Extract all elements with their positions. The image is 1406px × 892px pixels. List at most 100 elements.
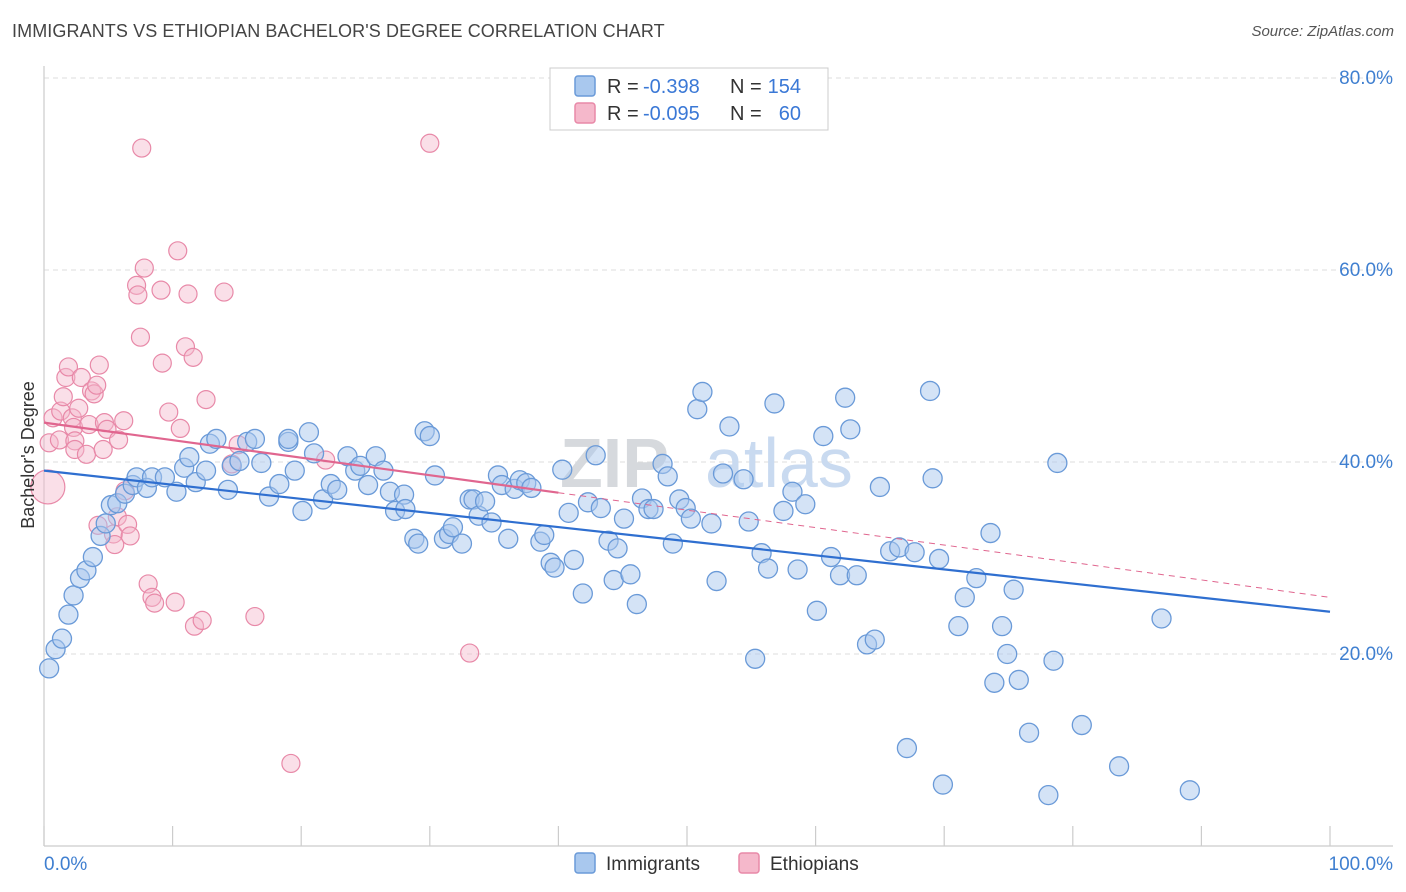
source-label: Source: ZipAtlas.com (1251, 23, 1394, 40)
immigrants-point (1008, 669, 1029, 691)
immigrants-point (229, 450, 250, 472)
immigrants-point (154, 467, 176, 488)
immigrants-point (706, 570, 727, 592)
legend-n-value: 154 (768, 76, 801, 98)
bottom-legend: Immigrants Ethiopians (574, 852, 859, 875)
immigrants-point (782, 481, 803, 502)
immigrants-point (813, 425, 834, 447)
immigrants-point (701, 513, 722, 534)
immigrants-point (922, 468, 943, 489)
y-tick-label: 80.0% (1339, 68, 1393, 89)
ethiopians-point (71, 367, 91, 388)
legend: R = -0.398 N = 154 R = -0.095 N = 60 (549, 67, 829, 131)
immigrants-point (474, 491, 496, 512)
immigrants-point (864, 629, 885, 650)
ethiopians-point (49, 430, 70, 450)
immigrants-point (244, 428, 266, 450)
ethiopians-point (58, 357, 79, 377)
immigrants-point (1071, 714, 1092, 736)
watermark-zip: ZIP (560, 424, 669, 502)
immigrants-points (38, 380, 1200, 806)
immigrants-point (919, 380, 941, 402)
ethiopians-point (214, 282, 234, 302)
immigrants-point (1043, 650, 1064, 671)
y-tick-label: 40.0% (1339, 452, 1393, 473)
immigrants-point (1038, 784, 1059, 806)
ethiopians-point (168, 241, 188, 261)
immigrants-point (481, 512, 502, 533)
legend-swatch-immigrants (574, 75, 596, 97)
immigrants-point (980, 522, 1001, 544)
immigrants-point (662, 533, 684, 554)
immigrants-point (687, 399, 708, 420)
y-tick-labels: 20.0% 40.0% 60.0% 80.0% (1339, 68, 1393, 665)
legend-n-label: N = (730, 76, 762, 98)
immigrants-point (869, 476, 891, 498)
immigrants-point (51, 628, 73, 649)
ethiopians-point (130, 327, 151, 347)
immigrants-point (787, 559, 808, 580)
ethiopians-point (87, 375, 107, 395)
immigrants-point (795, 494, 816, 515)
ethiopians-trendline (43, 421, 559, 494)
immigrants-point (764, 393, 785, 414)
ethiopians-point (120, 526, 140, 546)
immigrants-point (327, 479, 348, 500)
legend-r-value: -0.095 (643, 103, 700, 125)
immigrants-point (82, 546, 104, 568)
immigrants-point (997, 643, 1018, 665)
ethiopians-point (196, 390, 216, 410)
immigrants-point (166, 481, 187, 502)
ethiopians-point (53, 387, 73, 407)
ethiopians-point (108, 430, 129, 450)
immigrants-point (657, 466, 678, 487)
immigrants-point (552, 459, 573, 480)
immigrants-point (544, 557, 565, 578)
ethiopians-point (152, 353, 172, 373)
ethiopians-point (420, 133, 440, 153)
immigrants-point (585, 445, 606, 466)
immigrants-point (590, 497, 611, 519)
ethiopians-point (114, 411, 134, 431)
immigrants-point (284, 460, 305, 481)
y-axis-label: Bachelor's Degree (18, 381, 38, 529)
x-tick-labels: 0.0% 100.0% (44, 854, 1393, 875)
immigrants-point (1018, 722, 1040, 743)
immigrants-point (558, 502, 579, 524)
ethiopians-point (93, 439, 113, 460)
ethiopians-point (175, 337, 196, 357)
immigrants-point (692, 381, 713, 403)
immigrants-point (38, 658, 60, 679)
x-tick-label: 100.0% (1329, 854, 1394, 875)
immigrants-point (206, 428, 227, 450)
immigrants-point (626, 593, 647, 615)
legend-r-value: -0.398 (643, 76, 700, 98)
immigrants-point (95, 513, 116, 534)
immigrants-point (840, 419, 861, 440)
immigrants-point (1179, 780, 1200, 801)
immigrants-point (984, 672, 1005, 693)
immigrants-point (269, 473, 290, 495)
ethiopians-point (128, 285, 148, 305)
ethiopians-point (192, 610, 212, 631)
y-tick-label: 20.0% (1339, 644, 1393, 665)
ethiopians-point (132, 138, 152, 158)
legend-box (549, 67, 829, 131)
immigrants-point (846, 565, 867, 586)
bottom-legend-ethiopians: Ethiopians (770, 854, 859, 875)
immigrants-point (292, 500, 313, 522)
immigrants-point (712, 463, 734, 484)
immigrants-point (904, 542, 925, 563)
ethiopians-point (245, 606, 265, 627)
ethiopians-point (134, 258, 154, 278)
x-tick-label: 0.0% (44, 854, 87, 875)
immigrants-point (498, 528, 519, 549)
legend-swatch-ethiopians (574, 102, 596, 124)
ethiopians-point (126, 275, 147, 295)
immigrants-point (835, 387, 856, 408)
trendlines (43, 421, 1331, 613)
legend-n-value: 60 (779, 103, 801, 125)
immigrants-point (1108, 756, 1130, 777)
immigrants-point (948, 616, 969, 637)
ethiopians-point (117, 514, 138, 535)
